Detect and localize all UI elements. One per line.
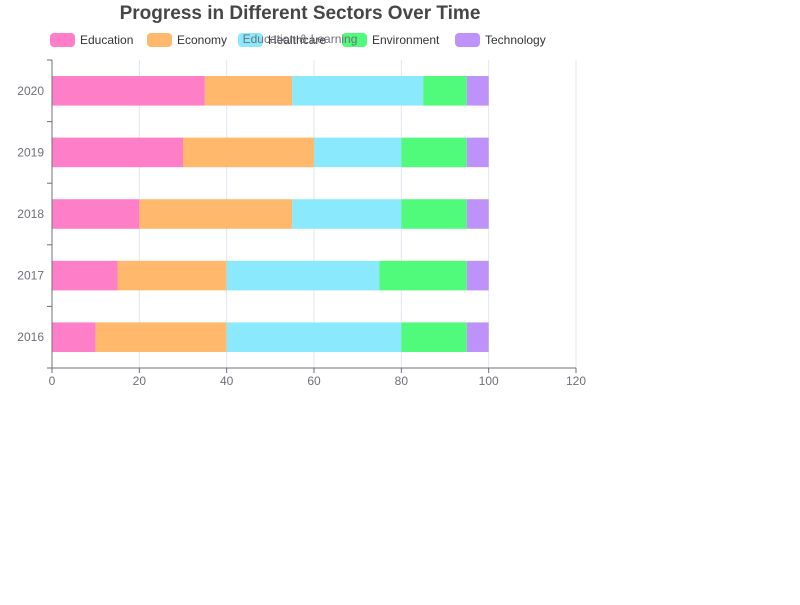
bar-technology-2017 <box>466 260 489 291</box>
legend-item-technology: Technology <box>455 33 546 47</box>
bar-technology-2020 <box>466 76 489 106</box>
x-tick-label: 100 <box>479 374 499 388</box>
legend: Education Economy Healthcare Environment Tec… <box>50 33 546 47</box>
legend-item-environment: Environment <box>342 33 440 47</box>
y-tick-label: 2017 <box>17 269 44 283</box>
x-tick-label: 0 <box>49 374 56 388</box>
legend-swatch <box>455 33 480 47</box>
legend-label: Education <box>80 33 133 47</box>
bar-environment-2019 <box>401 137 467 168</box>
bar-education-2018 <box>52 199 140 229</box>
axes: 0 20 40 60 80 100 120 2016 2017 2018 2019 2020 <box>17 59 586 388</box>
legend-item-education: Education <box>50 33 133 47</box>
bar-environment-2020 <box>423 76 467 106</box>
bar-environment-2016 <box>401 322 467 352</box>
x-tick-label: 20 <box>133 374 147 388</box>
y-tick-label: 2016 <box>17 330 44 344</box>
y-tick-label: 2019 <box>17 145 44 159</box>
bar-healthcare-2019 <box>314 137 402 168</box>
chart-title: Progress in Different Sectors Over Time <box>120 3 481 24</box>
bar-education-2019 <box>52 137 183 168</box>
bars <box>52 76 489 352</box>
y-tick-label: 2018 <box>17 207 44 221</box>
chart-subtitle: Education & Learning <box>243 32 358 46</box>
bar-economy-2020 <box>204 76 293 106</box>
bar-technology-2018 <box>466 199 489 229</box>
bar-healthcare-2016 <box>226 322 402 352</box>
bar-technology-2016 <box>466 322 489 352</box>
bar-economy-2018 <box>139 199 293 229</box>
legend-item-economy: Economy <box>147 33 227 47</box>
bar-economy-2016 <box>95 322 227 352</box>
legend-item-healthcare: Healthcare <box>238 33 326 47</box>
x-tick-label: 120 <box>566 374 586 388</box>
legend-label: Economy <box>177 33 227 47</box>
bar-education-2017 <box>52 260 118 291</box>
legend-label: Healthcare <box>268 33 326 47</box>
legend-label: Environment <box>372 33 440 47</box>
bar-environment-2017 <box>379 260 467 291</box>
legend-swatch <box>238 33 263 47</box>
y-tick-label: 2020 <box>17 84 44 98</box>
bar-economy-2019 <box>183 137 314 168</box>
legend-swatch <box>147 33 172 47</box>
bar-technology-2019 <box>466 137 489 168</box>
bar-environment-2018 <box>401 199 467 229</box>
bar-healthcare-2020 <box>292 76 424 106</box>
x-tick-label: 60 <box>307 374 321 388</box>
legend-label: Technology <box>485 33 546 47</box>
x-tick-label: 80 <box>395 374 409 388</box>
bar-economy-2017 <box>117 260 227 291</box>
legend-swatch <box>342 33 367 47</box>
bar-healthcare-2018 <box>292 199 402 229</box>
legend-swatch <box>50 33 75 47</box>
bar-education-2020 <box>52 76 205 106</box>
x-tick-label: 40 <box>220 374 234 388</box>
bar-education-2016 <box>52 322 96 352</box>
bar-healthcare-2017 <box>226 260 380 291</box>
